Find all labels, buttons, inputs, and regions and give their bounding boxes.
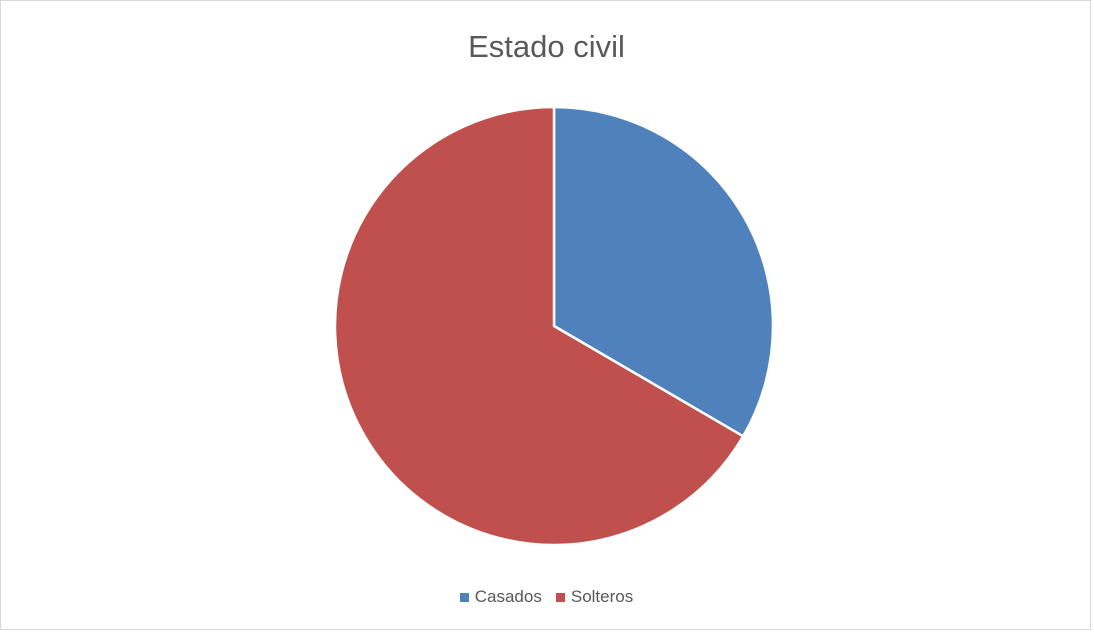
legend: Casados Solteros [1, 587, 1092, 607]
pie-slice-casados [552, 105, 775, 438]
legend-label-casados: Casados [474, 587, 542, 606]
legend-item-casados: Casados [459, 587, 542, 607]
legend-label-solteros: Solteros [570, 587, 634, 606]
chart-title: Estado civil [468, 29, 625, 64]
legend-item-solteros: Solteros [555, 587, 634, 607]
pie-slice-solteros [333, 105, 745, 547]
legend-swatch-solteros [555, 592, 565, 602]
legend-swatch-casados [459, 592, 469, 602]
